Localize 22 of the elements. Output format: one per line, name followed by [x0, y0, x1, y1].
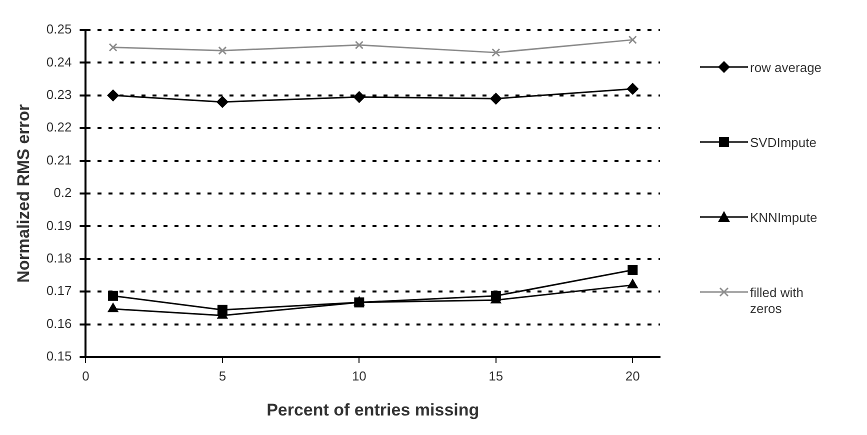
y-tick-label: 0.16	[46, 316, 72, 331]
y-tick-label: 0.19	[46, 218, 72, 233]
legend-label: filled with zeros	[750, 285, 804, 317]
y-tick-label: 0.23	[46, 86, 72, 102]
y-tick-label: 0.22	[46, 120, 72, 135]
y-axis-title: Normalized RMS error	[14, 104, 33, 283]
legend-label: SVDImpute	[750, 135, 818, 151]
y-tick-label: 0.25	[46, 22, 72, 37]
y-tick-label: 0.17	[46, 283, 72, 298]
y-tick-label: 0.21	[46, 152, 72, 168]
x-tick-label: 20	[625, 368, 640, 384]
y-tick-label: 0.15	[46, 348, 72, 364]
x-tick-label: 10	[352, 368, 366, 384]
legend-label: KNNImpute	[750, 210, 818, 226]
x-tick-label: 15	[488, 368, 504, 384]
x-tick-label: 5	[218, 368, 226, 384]
y-tick-label: 0.2	[54, 185, 72, 200]
y-tick-label: 0.24	[46, 54, 72, 70]
y-tick-label: 0.18	[46, 250, 72, 266]
x-tick-label: 0	[82, 368, 90, 384]
legend-label: row average	[750, 60, 823, 76]
x-axis-title: Percent of entries missing	[266, 400, 480, 420]
